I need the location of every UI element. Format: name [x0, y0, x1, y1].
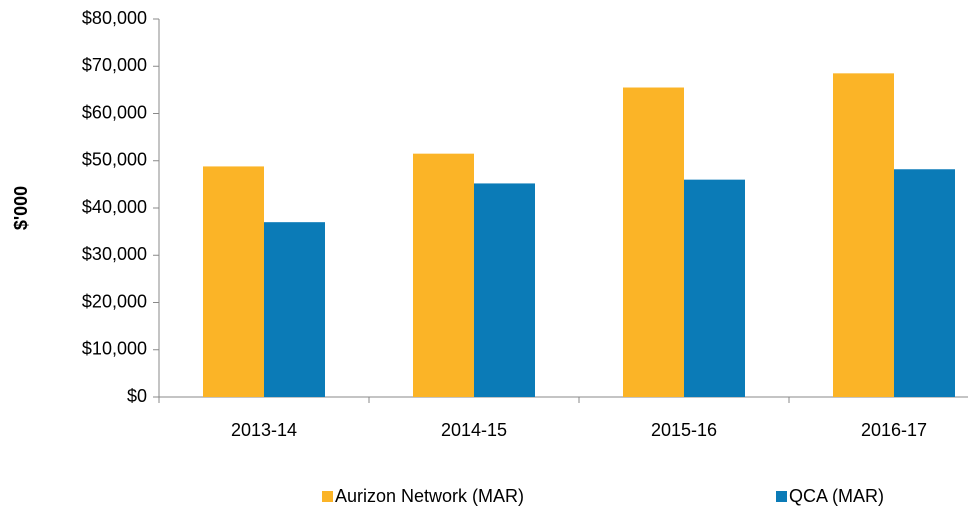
y-tick-label: $10,000 — [82, 339, 147, 359]
y-axis-label: $'000 — [11, 186, 31, 230]
x-tick-label: 2016-17 — [861, 420, 927, 440]
y-tick-label: $70,000 — [82, 55, 147, 75]
bar — [474, 183, 535, 397]
y-tick-label: $40,000 — [82, 197, 147, 217]
y-tick-label: $50,000 — [82, 150, 147, 170]
bar — [413, 153, 474, 397]
legend-label: QCA (MAR) — [789, 486, 884, 506]
legend-swatch — [776, 491, 787, 502]
bar — [264, 222, 325, 397]
x-tick-label: 2015-16 — [651, 420, 717, 440]
legend-swatch — [322, 491, 333, 502]
y-tick-label: $80,000 — [82, 8, 147, 28]
legend-label: Aurizon Network (MAR) — [335, 486, 524, 506]
y-tick-label: $0 — [127, 386, 147, 406]
bar — [833, 73, 894, 398]
y-tick-label: $20,000 — [82, 291, 147, 311]
x-tick-label: 2014-15 — [441, 420, 507, 440]
bar — [894, 169, 955, 397]
bar — [623, 87, 684, 397]
y-tick-label: $30,000 — [82, 244, 147, 264]
x-tick-label: 2013-14 — [231, 420, 297, 440]
bar — [684, 179, 745, 397]
bar — [203, 166, 264, 397]
y-tick-label: $60,000 — [82, 102, 147, 122]
